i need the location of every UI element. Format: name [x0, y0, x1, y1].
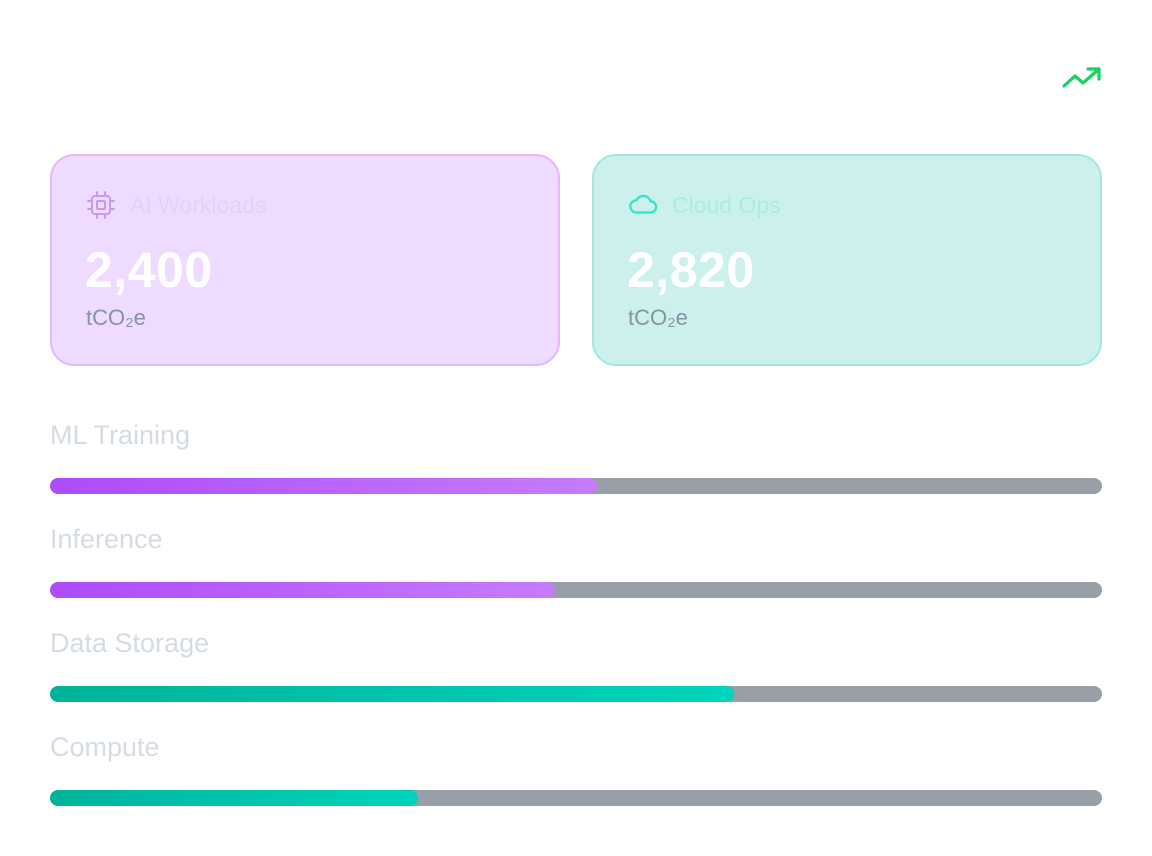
progress-track	[50, 478, 1102, 494]
ai-workloads-header: AI Workloads	[86, 190, 266, 220]
cloud-ops-card: Cloud Ops 2,820 tCO₂e	[592, 154, 1102, 366]
progress-track	[50, 686, 1102, 702]
ai-workloads-title: AI Workloads	[130, 192, 267, 218]
breakdown-row-ml-training: ML Training	[50, 414, 1102, 518]
ai-workloads-unit: tCO₂e	[86, 305, 146, 330]
cloud-icon	[628, 190, 658, 220]
progress-fill	[50, 686, 734, 702]
progress-fill	[50, 790, 419, 806]
ai-workloads-card: AI Workloads 2,400 tCO₂e	[50, 154, 560, 366]
cloud-ops-title: Cloud Ops	[672, 192, 781, 218]
breakdown-list: ML Training Inference Data Storage Compu…	[50, 414, 1102, 830]
cloud-ops-value: 2,820	[627, 242, 755, 298]
progress-track	[50, 582, 1102, 598]
breakdown-label: Data Storage	[50, 628, 210, 658]
breakdown-row-compute: Compute	[50, 726, 1102, 830]
breakdown-row-inference: Inference	[50, 518, 1102, 622]
ai-workloads-value: 2,400	[85, 242, 213, 298]
progress-fill	[50, 582, 555, 598]
trending-up-icon	[1062, 67, 1101, 88]
breakdown-row-data-storage: Data Storage	[50, 622, 1102, 726]
cloud-ops-header: Cloud Ops	[628, 190, 781, 220]
breakdown-label: ML Training	[50, 420, 191, 450]
breakdown-label: Inference	[50, 524, 163, 554]
summary-cards: AI Workloads 2,400 tCO₂e Cloud Ops 2,820…	[50, 154, 1102, 366]
breakdown-label: Compute	[50, 732, 160, 762]
cpu-chip-icon	[86, 190, 116, 220]
cloud-ops-unit: tCO₂e	[628, 305, 688, 330]
progress-fill	[50, 478, 598, 494]
progress-track	[50, 790, 1102, 806]
